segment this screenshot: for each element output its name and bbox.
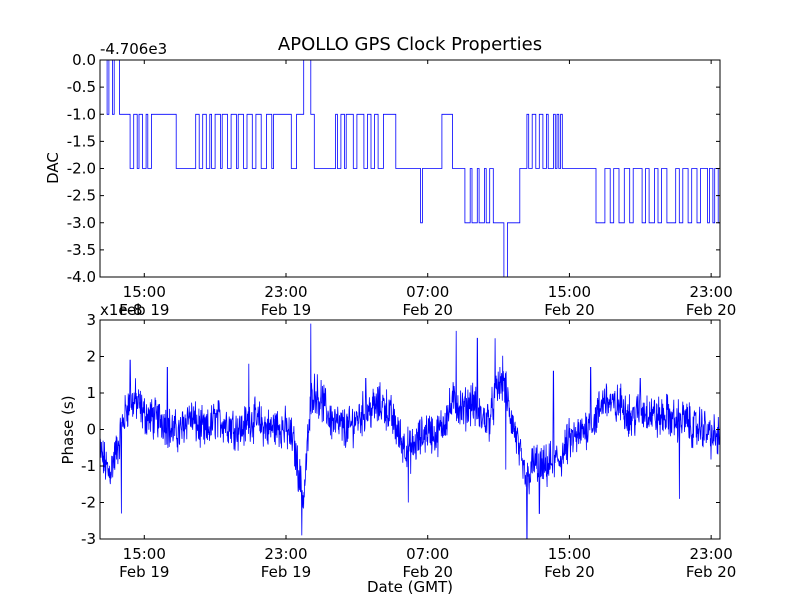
x-axis-label: Date (GMT): [367, 578, 453, 596]
dac-x-tick-time: 23:00: [690, 283, 733, 301]
dac-x-tick-time: 07:00: [406, 283, 449, 301]
phase-x-tick-time: 15:00: [548, 545, 591, 563]
phase-y-tick-label: -3: [81, 530, 96, 548]
dac-x-tick-time: 15:00: [123, 283, 166, 301]
phase-y-tick-label: 2: [86, 348, 96, 366]
chart-title: APOLLO GPS Clock Properties: [278, 34, 542, 55]
phase-x-tick-time: 23:00: [690, 545, 733, 563]
dac-offset-label: -4.706e3: [100, 40, 167, 58]
dac-y-tick-label: -1.0: [67, 105, 96, 123]
phase-x-tick-time: 23:00: [264, 545, 307, 563]
dac-y-axis: 0.0 -0.5 -1.0 -1.5 -2.0 -2.5 -3.0 -3.5 -4.0: [67, 51, 720, 286]
dac-y-tick-label: -3.0: [67, 214, 96, 232]
dac-x-tick-date: Feb 20: [403, 301, 453, 319]
dac-y-tick-label: -2.0: [67, 160, 96, 178]
dac-y-tick-label: -2.5: [67, 187, 96, 205]
phase-plot-frame: [99, 319, 721, 540]
phase-x-tick-date: Feb 19: [119, 563, 169, 581]
dac-x-tick-date: Feb 20: [686, 301, 736, 319]
phase-x-tick-date: Feb 20: [544, 563, 594, 581]
phase-noise-line: [99, 323, 721, 540]
phase-y-tick-label: 0: [86, 421, 96, 439]
dac-series: [100, 59, 721, 278]
phase-y-axis: 3 2 1 0 -1 -2 -3: [81, 311, 720, 548]
dac-plot-frame: [99, 59, 721, 278]
dac-y-tick-label: -1.5: [67, 132, 96, 150]
dac-step-line: [100, 59, 721, 278]
phase-x-tick-date: Feb 19: [261, 563, 311, 581]
dac-y-tick-label: -4.0: [67, 268, 96, 286]
phase-y-tick-label: -1: [81, 457, 96, 475]
phase-x-tick-time: 15:00: [123, 545, 166, 563]
dac-x-tick-date: Feb 19: [119, 301, 169, 319]
phase-y-tick-label: 3: [86, 311, 96, 329]
dac-y-tick-label: -0.5: [67, 78, 96, 96]
phase-series: [99, 323, 721, 540]
dac-panel: 0.0 -0.5 -1.0 -1.5 -2.0 -2.5 -3.0 -3.5 -4.0 15:0…: [44, 40, 736, 319]
dac-y-tick-label: 0.0: [72, 51, 96, 69]
dac-x-tick-time: 23:00: [264, 283, 307, 301]
phase-x-tick-date: Feb 20: [403, 563, 453, 581]
dac-y-tick-label: -3.5: [67, 241, 96, 259]
dac-x-tick-date: Feb 19: [261, 301, 311, 319]
dac-x-tick-time: 15:00: [548, 283, 591, 301]
dac-x-tick-date: Feb 20: [544, 301, 594, 319]
dac-y-axis-label: DAC: [44, 152, 62, 184]
phase-y-tick-label: -2: [81, 494, 96, 512]
phase-y-tick-label: 1: [86, 384, 96, 402]
phase-offset-label: x1e-8: [100, 301, 143, 319]
phase-y-axis-label: Phase (s): [59, 395, 77, 464]
phase-x-tick-date: Feb 20: [686, 563, 736, 581]
phase-x-tick-time: 07:00: [406, 545, 449, 563]
